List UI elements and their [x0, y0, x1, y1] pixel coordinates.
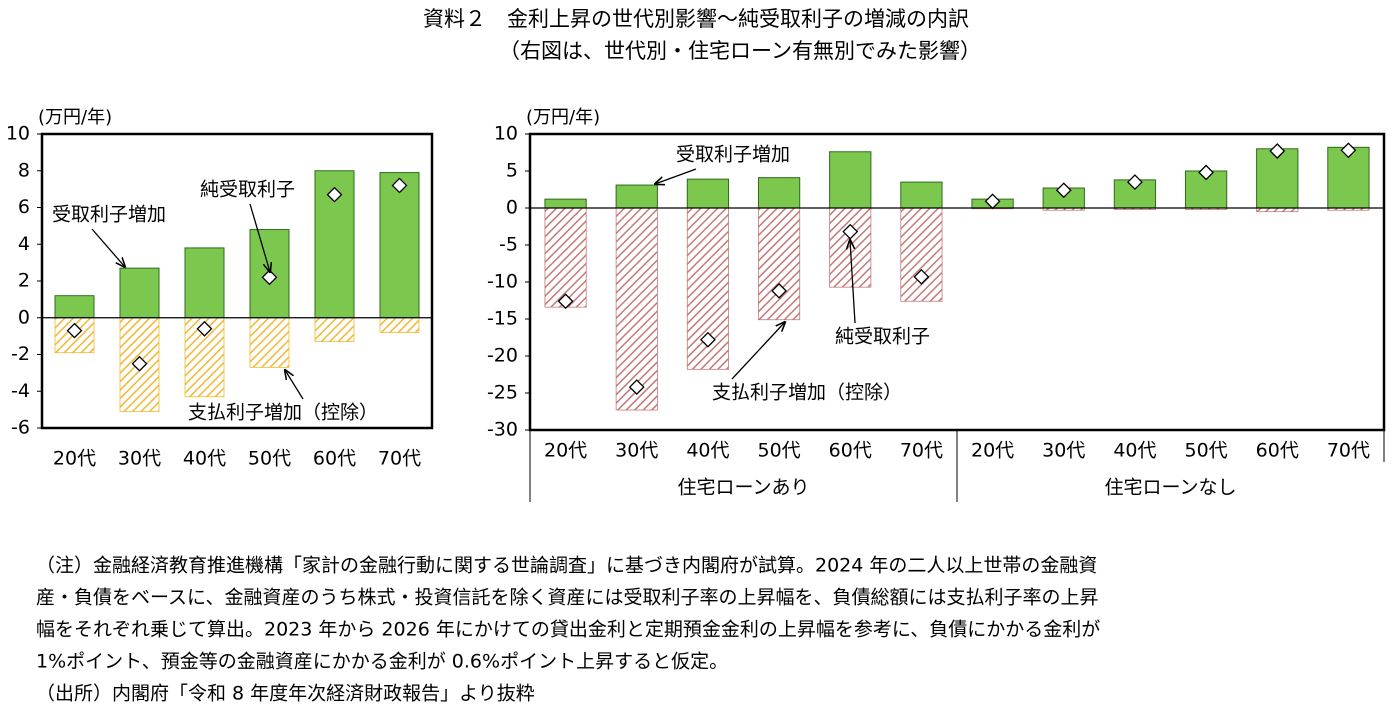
bar [119, 267, 160, 319]
y-tick-label: -30 [487, 419, 518, 441]
y-tick-label: -10 [487, 271, 518, 293]
x-tick-label: 20代 [971, 440, 1014, 462]
title: 資料２ 金利上昇の世代別影響～純受取利子の増減の内訳 [423, 7, 969, 31]
x-tick-label: 70代 [900, 440, 943, 462]
diamond-marker [326, 186, 343, 203]
y-tick-label: -20 [487, 345, 518, 367]
group-label: 住宅ローンあり [677, 477, 809, 499]
y-tick-label: 5 [506, 160, 518, 182]
annotation-arrow [249, 203, 270, 272]
bar [686, 178, 730, 209]
diamond-marker [628, 379, 645, 395]
diamond-marker [1127, 174, 1143, 191]
note-line: （出所）内閣府「令和 8 年度年次経済財政報告」より抜粋 [36, 683, 535, 705]
annotation: 純受取利子 [835, 326, 930, 348]
y-tick-label: -6 [11, 417, 30, 439]
y-tick-label: 8 [18, 159, 30, 181]
x-tick-label: 30代 [1042, 440, 1085, 462]
annotation: 受取利子増加 [676, 144, 790, 166]
note-line: 1%ポイント、預金等の金融資産にかかる金利が 0.6%ポイント上昇すると仮定。 [36, 651, 728, 673]
note-line: （注）金融経済教育推進機構「家計の金融行動に関する世論調査」に基づき内閣府が試算… [36, 555, 1097, 577]
y-tick-label: 10 [6, 123, 30, 145]
y-tick-label: -5 [499, 234, 518, 256]
y-tick-label: 0 [18, 306, 30, 328]
diamond-marker [196, 320, 213, 337]
x-tick-label: 60代 [1256, 440, 1299, 462]
y-tick-label: 0 [506, 197, 518, 219]
x-tick-label: 20代 [53, 448, 96, 470]
x-tick-label: 50代 [248, 448, 291, 470]
y-axis-unit: (万円/年) [38, 107, 112, 128]
diamond-marker [1269, 143, 1286, 159]
diamond-marker [1340, 142, 1357, 159]
annotation: 純受取利子 [200, 179, 295, 201]
annotation: 支払利子増加（控除） [188, 402, 378, 424]
y-tick-label: -15 [487, 308, 518, 330]
y-tick-label: 2 [18, 270, 30, 292]
diamond-marker [557, 293, 574, 310]
annotation: 支払利子増加（控除） [712, 382, 902, 404]
x-tick-label: 40代 [686, 440, 729, 462]
y-axis-unit: (万円/年) [526, 107, 600, 128]
x-tick-label: 60代 [829, 440, 872, 462]
bar [379, 317, 420, 333]
bar [379, 172, 420, 319]
y-tick-label: -4 [11, 380, 30, 402]
diamond-marker [66, 322, 83, 339]
subtitle: （右図は、世代別・住宅ローン有無別でみた影響） [499, 39, 981, 63]
bar [758, 207, 801, 321]
annotation-arrow [655, 168, 697, 184]
diamond-marker [1055, 182, 1072, 199]
annotation-arrow [850, 240, 856, 324]
annotation: 受取利子増加 [52, 204, 166, 226]
y-tick-label: -25 [487, 382, 518, 404]
bar [544, 207, 587, 308]
x-tick-label: 40代 [183, 448, 226, 470]
x-tick-label: 30代 [615, 440, 658, 462]
x-tick-label: 30代 [118, 448, 161, 470]
diamond-marker [391, 177, 408, 194]
plot-frame [40, 132, 434, 430]
y-tick-label: -2 [11, 343, 30, 365]
bar [615, 184, 658, 209]
bar [184, 247, 225, 319]
diamond-marker [913, 268, 930, 285]
bar [900, 181, 943, 209]
x-tick-label: 40代 [1113, 440, 1156, 462]
x-tick-label: 50代 [1184, 440, 1227, 462]
x-tick-label: 70代 [378, 448, 421, 470]
x-tick-label: 20代 [544, 440, 587, 462]
diamond-marker [131, 355, 148, 372]
x-tick-label: 50代 [757, 440, 800, 462]
annotation-arrow [91, 228, 125, 267]
diamond-marker [1198, 164, 1214, 181]
x-tick-label: 70代 [1327, 440, 1370, 462]
bar [544, 198, 587, 209]
y-tick-label: 6 [18, 196, 30, 218]
diamond-marker [771, 282, 788, 299]
bar [757, 177, 801, 209]
y-tick-label: 10 [494, 123, 518, 145]
annotation-arrow [731, 322, 785, 380]
x-tick-label: 60代 [313, 448, 356, 470]
note-line: 産・負債をベースに、金融資産のうち株式・投資信託を除く資産には受取利子率の上昇幅… [36, 587, 1098, 609]
y-tick-label: 4 [18, 233, 30, 255]
plot-frame [528, 132, 1386, 432]
diamond-marker [699, 331, 716, 348]
annotation-arrow [285, 370, 304, 400]
bar [249, 229, 290, 319]
bar [54, 295, 95, 319]
bar [314, 317, 355, 343]
bar [900, 207, 943, 302]
group-label: 住宅ローンなし [1104, 477, 1236, 499]
bar [829, 151, 872, 209]
note-line: 幅をそれぞれ乗じて算出。2023 年から 2026 年にかけての貸出金利と定期預… [36, 619, 1100, 641]
bar [249, 317, 290, 368]
bar [615, 207, 658, 411]
